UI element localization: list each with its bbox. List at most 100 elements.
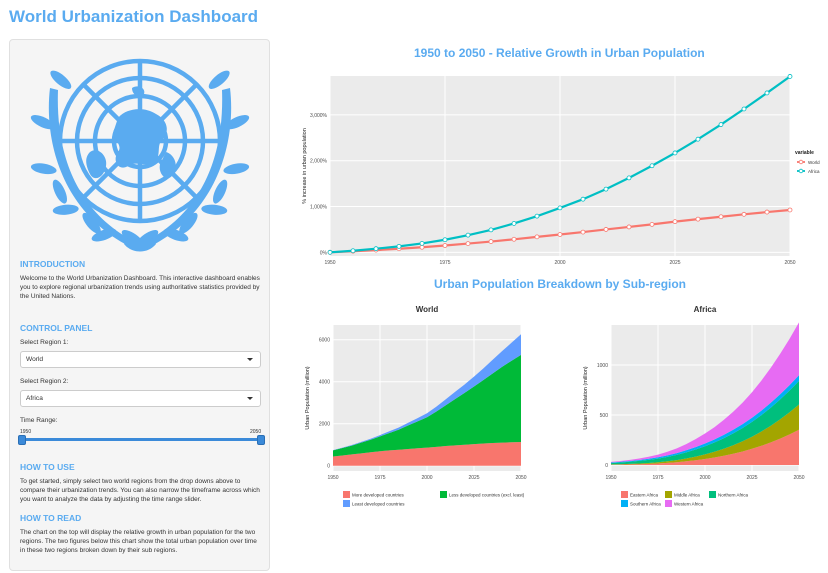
x-tick-label: 2050	[784, 260, 795, 264]
legend-label: More developed countries	[352, 493, 405, 498]
legend-key	[798, 159, 804, 165]
data-point	[442, 243, 448, 248]
time-range-label: Time Range:	[20, 417, 58, 424]
legend-label: Least developed countries	[352, 502, 405, 507]
how-to-read-title: HOW TO READ	[20, 513, 82, 523]
time-range-start-handle[interactable]	[18, 435, 26, 445]
series-area	[611, 322, 799, 463]
x-tick-label: 1975	[652, 475, 663, 481]
legend-label: Southern Africa	[630, 502, 661, 507]
data-point	[580, 196, 586, 202]
time-range-max-label: 2050	[250, 429, 262, 435]
series-area	[611, 375, 799, 464]
legend-label: Middle Africa	[674, 493, 700, 498]
legend-label: Africa	[808, 169, 820, 174]
data-point	[465, 232, 471, 238]
x-tick-label: 2025	[669, 260, 680, 264]
region2-label: Select Region 2:	[20, 378, 69, 385]
region1-value: World	[26, 356, 44, 363]
legend-label: World	[808, 160, 820, 165]
data-point	[741, 106, 747, 112]
x-tick-label: 1950	[324, 260, 335, 264]
how-to-read-text: The chart on the top will display the re…	[20, 529, 257, 555]
legend-key	[440, 491, 447, 498]
time-range-min-label: 1950	[20, 429, 32, 435]
data-point	[718, 122, 724, 127]
y-tick-label: 1,000%	[310, 205, 328, 211]
data-point	[626, 175, 632, 181]
legend-key	[665, 491, 672, 498]
x-tick-label: 2000	[421, 475, 432, 481]
x-tick-label: 1950	[327, 475, 338, 481]
growth-chart-title: 1950 to 2050 - Relative Growth in Urban …	[414, 46, 705, 60]
time-range-end-handle[interactable]	[257, 435, 265, 445]
data-point	[534, 234, 540, 240]
data-point	[419, 244, 425, 250]
data-point	[672, 150, 678, 156]
data-point	[718, 214, 724, 220]
data-point	[626, 224, 632, 230]
x-tick-label: 2050	[515, 475, 526, 481]
legend-key	[621, 491, 628, 498]
y-tick-label: 4000	[319, 380, 330, 386]
data-point	[764, 90, 770, 96]
x-tick-label: 2050	[793, 475, 804, 481]
data-point	[764, 209, 770, 215]
growth-line-chart: 0% 1,000% 2,000% 3,000% 1950 1975 2000 2025 2050…	[302, 74, 820, 264]
series-area	[333, 354, 521, 457]
subplot-title: Africa	[694, 305, 717, 314]
data-point	[488, 239, 494, 244]
series-area	[611, 429, 799, 465]
data-point	[373, 246, 379, 252]
data-point	[350, 248, 356, 254]
data-point	[695, 136, 701, 142]
region2-value: Africa	[26, 395, 43, 402]
y-tick-label: 0	[605, 463, 608, 469]
data-point	[327, 249, 333, 255]
legend-key	[621, 500, 628, 507]
y-tick-label: 1000	[597, 363, 608, 369]
data-point	[580, 229, 586, 235]
data-point	[442, 237, 448, 243]
data-point	[534, 213, 540, 219]
region2-select[interactable]: Africa	[20, 390, 261, 407]
data-point	[511, 236, 517, 242]
x-tick-label: 2000	[699, 475, 710, 481]
region1-select[interactable]: World	[20, 351, 261, 368]
data-point	[787, 74, 793, 79]
y-tick-label: 6000	[319, 338, 330, 344]
data-point	[511, 221, 517, 226]
how-to-use-text: To get started, simply select two world …	[20, 478, 260, 504]
time-range-slider[interactable]	[20, 438, 261, 441]
series-area	[611, 380, 799, 465]
data-point	[557, 232, 563, 237]
sidebar-panel: INTRODUCTION Welcome to the World Urbani…	[9, 39, 270, 571]
x-tick-label: 2000	[554, 260, 565, 264]
data-point	[741, 211, 747, 217]
data-point	[557, 205, 563, 211]
x-tick-label: 1975	[439, 260, 450, 264]
x-tick-label: 1950	[605, 475, 616, 481]
data-point	[695, 216, 701, 222]
series-area	[611, 404, 799, 465]
data-point	[649, 221, 655, 227]
y-axis-label: Urban Population (million)	[583, 366, 589, 429]
y-axis-label: Urban Population (million)	[305, 366, 311, 429]
data-point	[672, 219, 678, 225]
data-point	[488, 227, 494, 233]
subplot-title: World	[416, 305, 439, 314]
data-point	[787, 207, 793, 213]
how-to-use-title: HOW TO USE	[20, 462, 75, 472]
y-tick-label: 2000	[319, 422, 330, 428]
data-point	[465, 241, 471, 246]
x-tick-label: 1975	[374, 475, 385, 481]
app-title: World Urbanization Dashboard	[9, 7, 259, 26]
legend-title: variable	[795, 150, 814, 156]
x-tick-label: 2025	[746, 475, 757, 481]
series-area	[333, 442, 521, 466]
y-tick-label: 500	[600, 413, 609, 419]
data-point	[396, 243, 402, 249]
legend-label: Northern Africa	[718, 493, 749, 498]
data-point	[603, 186, 609, 192]
legend-key	[798, 168, 804, 174]
